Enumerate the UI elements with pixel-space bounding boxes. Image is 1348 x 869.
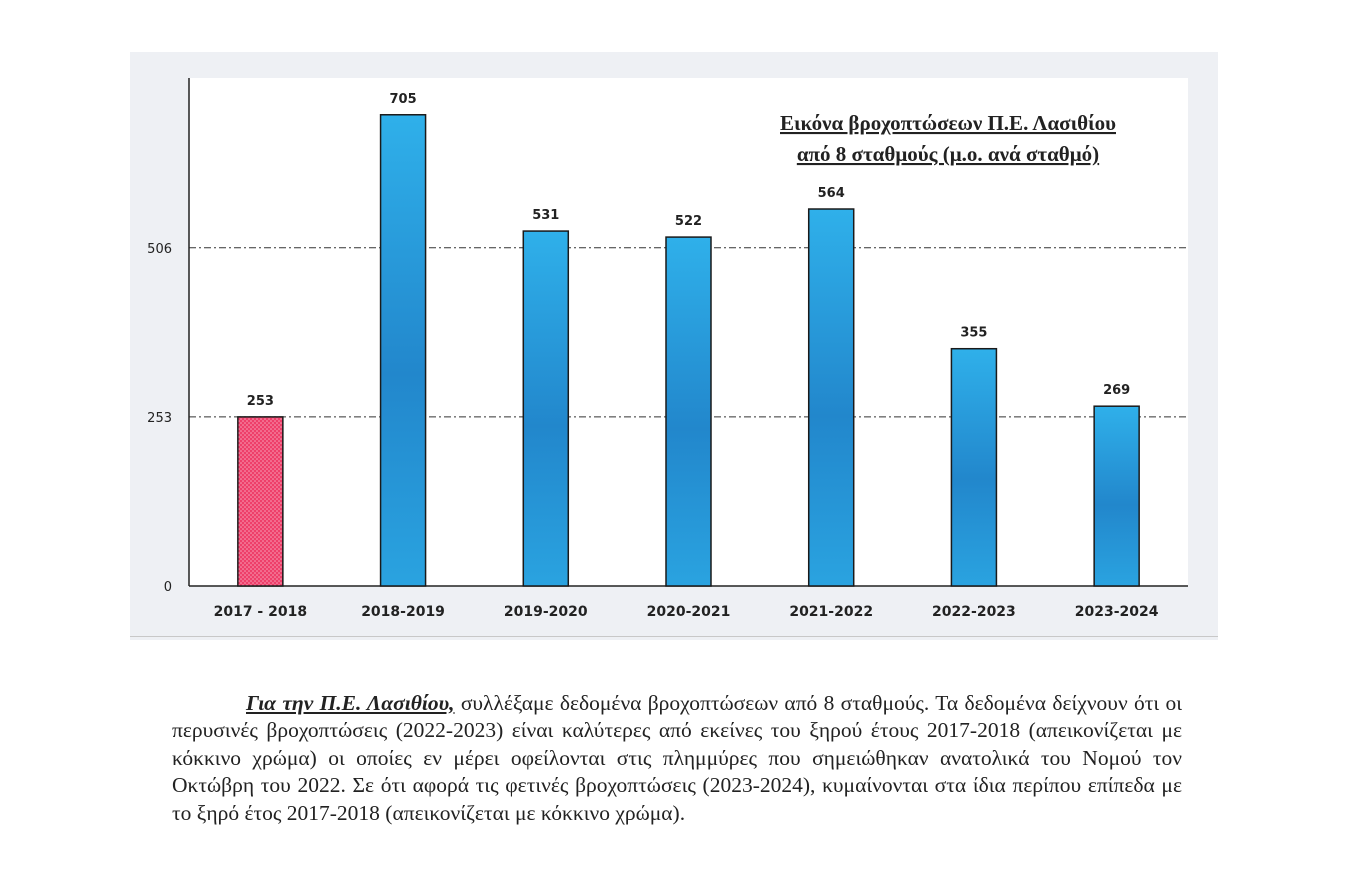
bar-value-label: 253 [247,394,274,409]
bar-2019-2020 [522,230,570,587]
caption-paragraph: Για την Π.Ε. Λασιθίου, συλλέξαμε δεδομέν… [172,690,1182,828]
bar-value-label: 269 [1103,383,1130,398]
bar-2017-2018 [237,416,284,587]
bar-2020-2021 [665,236,712,587]
bar-value-label: 522 [675,214,702,229]
caption-body: συλλέξαμε δεδομένα βροχοπτώσεων από 8 στ… [172,690,1183,825]
x-category-label: 2022-2023 [932,604,1016,620]
x-category-label: 2019-2020 [504,604,588,620]
y-tick-label: 506 [147,242,172,257]
caption-lead: Για την Π.Ε. Λασιθίου, [246,690,455,715]
bar-value-label: 355 [960,326,987,341]
x-category-label: 2023-2024 [1075,604,1159,620]
x-category-label: 2021-2022 [789,604,873,620]
bar-value-label: 531 [532,208,559,223]
bar-2021-2022 [807,208,855,587]
bar-value-label: 705 [390,92,417,107]
y-tick-label: 0 [164,580,172,595]
x-category-label: 2018-2019 [361,604,445,620]
rainfall-bar-chart: 0 253 506 253 2017 - 2018 705 2018-2019 531 2019… [147,78,1188,620]
chart-title-line-1: Εικόνα βροχοπτώσεων Π.Ε. Λασιθίου [780,111,1116,135]
bar-2018-2019 [379,114,427,587]
x-category-label: 2017 - 2018 [214,604,308,620]
x-category-label: 2020-2021 [647,604,731,620]
chart-title-line-2: από 8 σταθμούς (μ.ο. ανά σταθμό) [797,142,1099,166]
bar-value-label: 564 [818,186,845,201]
y-tick-label: 253 [147,411,172,426]
bar-2022-2023 [950,347,998,587]
chart-frame: 0 253 506 253 2017 - 2018 705 2018-2019 531 2019… [130,52,1218,640]
bar-2023-2024 [1093,405,1140,587]
separator-line [130,636,1218,637]
